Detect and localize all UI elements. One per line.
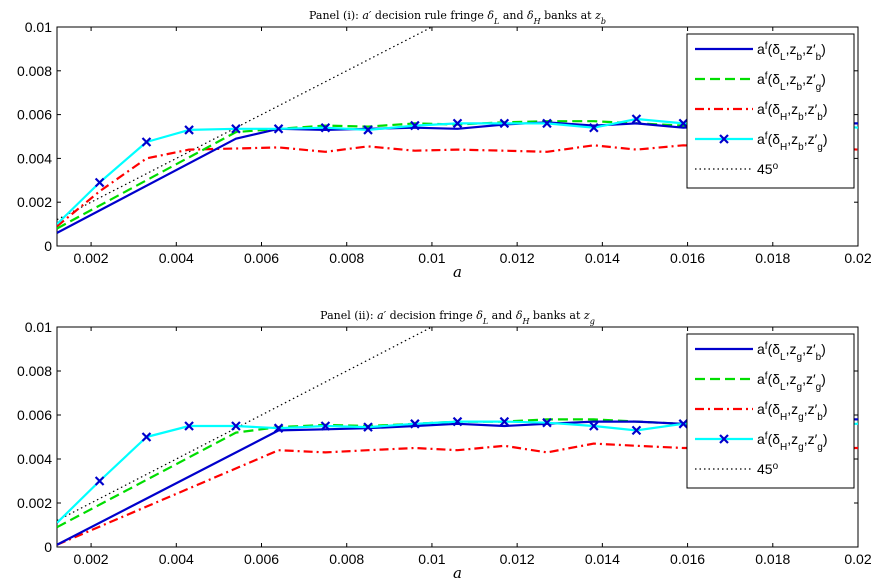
data-point-marker — [499, 416, 510, 427]
x-tick-label: 0.008 — [329, 250, 364, 266]
x-tick-label: 0.004 — [159, 551, 194, 567]
y-tick-label: 0.004 — [17, 451, 52, 467]
x-tick-label: 0.012 — [500, 551, 535, 567]
legend-item-5: 45o — [695, 161, 779, 178]
data-point-marker — [231, 421, 241, 431]
y-tick-label: 0.008 — [17, 63, 52, 79]
legend-item-2: af(δL,zg,z′g) — [695, 371, 826, 393]
data-point-marker — [589, 421, 599, 431]
x-tick-label: 0.018 — [755, 250, 790, 266]
legend-label: af(δH,zg,z′g) — [757, 431, 827, 453]
x-tick-label: 0.018 — [755, 551, 790, 567]
data-point-marker — [363, 422, 373, 432]
panel-title: Panel (ii): a′ decision fringe δL and δH… — [320, 309, 595, 326]
data-point-marker — [542, 417, 552, 428]
y-tick-label: 0.01 — [25, 19, 52, 35]
plot-area — [56, 26, 859, 247]
legend-label: af(δL,zg,z′g) — [757, 371, 826, 393]
plot-area — [56, 326, 859, 548]
data-point-marker — [273, 423, 284, 433]
x-tick-label: 0.01 — [418, 551, 445, 567]
x-tick-label: 0.012 — [500, 250, 535, 266]
legend-label: af(δL,zb,z′g) — [757, 71, 826, 93]
y-tick-label: 0.006 — [17, 107, 52, 123]
y-tick-label: 0.002 — [17, 495, 52, 511]
x-tick-label: 0.01 — [418, 250, 445, 266]
legend: af(δL,zg,z′b) af(δL,zg,z′g) af(δH,zg,z′b) a… — [686, 333, 855, 489]
y-tick-label: 0.008 — [17, 363, 52, 379]
data-point-marker — [141, 137, 152, 147]
data-point-marker — [141, 432, 152, 442]
panel-2: Panel (ii): a′ decision fringe δL and δH… — [17, 309, 872, 582]
x-tick-label: 0.016 — [670, 551, 705, 567]
y-tick-label: 0 — [44, 238, 52, 254]
data-point-marker — [273, 124, 284, 134]
legend-label: af(δL,zg,z′b) — [757, 341, 826, 363]
x-tick-label: 0.02 — [844, 250, 871, 266]
data-point-marker — [184, 125, 194, 135]
data-point-marker — [542, 118, 552, 129]
data-point-marker — [678, 419, 689, 429]
legend-item-4: af(δH,zg,z′g) — [695, 431, 827, 453]
x-tick-label: 0.014 — [585, 551, 620, 567]
data-point-marker — [631, 114, 642, 124]
x-tick-label: 0.006 — [244, 551, 279, 567]
data-point-marker — [320, 122, 331, 133]
series-line-5 — [57, 327, 433, 522]
data-point-marker — [499, 118, 510, 129]
panel-title: Panel (i): a′ decision rule fringe δL an… — [309, 9, 606, 26]
x-tick-label: 0.016 — [670, 250, 705, 266]
legend-item-2: af(δL,zb,z′g) — [695, 71, 826, 93]
legend-item-3: af(δH,zg,z′b) — [695, 401, 827, 423]
data-point-marker — [231, 124, 241, 134]
data-point-marker — [452, 416, 463, 427]
x-axis-label: a — [453, 564, 462, 582]
legend-item-1: af(δL,zg,z′b) — [695, 341, 826, 363]
x-tick-label: 0.008 — [329, 551, 364, 567]
legend: af(δL,zb,z′b) af(δL,zb,z′g) af(δH,zb,z′b) a… — [686, 33, 855, 189]
legend-label: af(δH,zb,z′b) — [757, 101, 827, 123]
x-tick-label: 0.002 — [74, 551, 109, 567]
legend-item-3: af(δH,zb,z′b) — [695, 101, 827, 123]
y-tick-label: 0.002 — [17, 194, 52, 210]
y-tick-label: 0.004 — [17, 150, 52, 166]
legend-item-1: af(δL,zb,z′b) — [695, 41, 826, 63]
legend-label: af(δH,zb,z′g) — [757, 131, 827, 153]
data-point-marker — [363, 125, 373, 135]
data-point-marker — [94, 177, 105, 188]
x-tick-label: 0.004 — [159, 250, 194, 266]
legend-label: 45o — [757, 461, 779, 478]
data-point-marker — [410, 120, 420, 131]
data-point-marker — [94, 476, 105, 486]
x-tick-label: 0.02 — [844, 551, 871, 567]
legend-item-5: 45o — [695, 461, 779, 478]
data-point-marker — [589, 122, 599, 133]
x-tick-label: 0.014 — [585, 250, 620, 266]
legend-label: af(δL,zb,z′b) — [757, 41, 826, 63]
data-point-marker — [410, 419, 420, 429]
y-tick-label: 0 — [44, 539, 52, 555]
legend-label: 45o — [757, 161, 779, 178]
x-axis-label: a — [453, 263, 462, 281]
data-point-marker — [184, 421, 194, 431]
legend-item-4: af(δH,zb,z′g) — [695, 131, 827, 153]
legend-label: af(δH,zg,z′b) — [757, 401, 827, 423]
panel-1: Panel (i): a′ decision rule fringe δL an… — [17, 9, 872, 281]
x-tick-label: 0.002 — [74, 250, 109, 266]
data-point-marker — [452, 118, 463, 129]
y-tick-label: 0.006 — [17, 407, 52, 423]
data-point-marker — [631, 425, 642, 436]
x-tick-label: 0.006 — [244, 250, 279, 266]
data-point-marker — [320, 421, 331, 431]
data-point-marker — [678, 118, 689, 129]
y-tick-label: 0.01 — [25, 319, 52, 335]
series-line-3 — [57, 144, 858, 228]
series-line-5 — [57, 27, 433, 221]
